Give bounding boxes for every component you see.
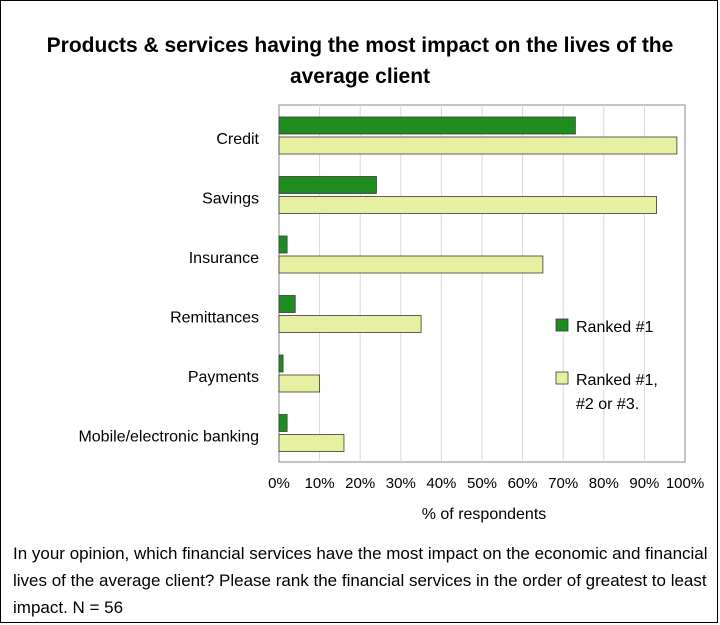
bar xyxy=(278,374,320,393)
category-label: Remittances xyxy=(170,310,259,327)
bar xyxy=(278,295,296,313)
category-label: Insurance xyxy=(189,250,259,267)
x-tick-label: 60% xyxy=(508,475,538,492)
x-tick-label: 80% xyxy=(589,475,619,492)
legend-label: Ranked #1 xyxy=(576,319,653,336)
category-label: Payments xyxy=(188,369,259,386)
x-tick-label: 20% xyxy=(345,475,375,492)
bar xyxy=(278,136,678,155)
legend-label: #2 or #3. xyxy=(576,396,639,413)
x-tick-label: 50% xyxy=(467,475,497,492)
bar xyxy=(278,196,657,214)
x-tick-label: 100% xyxy=(666,475,704,492)
bar xyxy=(278,116,576,135)
legend-swatch xyxy=(555,371,569,385)
bar xyxy=(278,315,422,333)
category-label: Credit xyxy=(216,131,259,148)
bar xyxy=(278,176,377,194)
x-tick-label: 0% xyxy=(268,475,290,492)
bar xyxy=(278,354,284,373)
x-tick-label: 70% xyxy=(548,475,578,492)
x-axis-label: % of respondents xyxy=(422,506,547,523)
bar xyxy=(278,235,288,254)
x-tick-label: 40% xyxy=(426,475,456,492)
chart-title: Products & services having the most impa… xyxy=(46,34,674,88)
x-tick-label: 10% xyxy=(305,475,335,492)
x-tick-label: 30% xyxy=(386,475,416,492)
bar xyxy=(278,255,544,274)
legend-label: Ranked #1, xyxy=(576,372,658,389)
category-label: Savings xyxy=(202,191,259,208)
bar xyxy=(278,414,288,432)
x-tick-label: 90% xyxy=(629,475,659,492)
legend-swatch xyxy=(555,318,569,332)
footnote: In your opinion, which financial service… xyxy=(13,544,708,617)
bar xyxy=(278,434,345,452)
category-label: Mobile/electronic banking xyxy=(78,429,259,446)
